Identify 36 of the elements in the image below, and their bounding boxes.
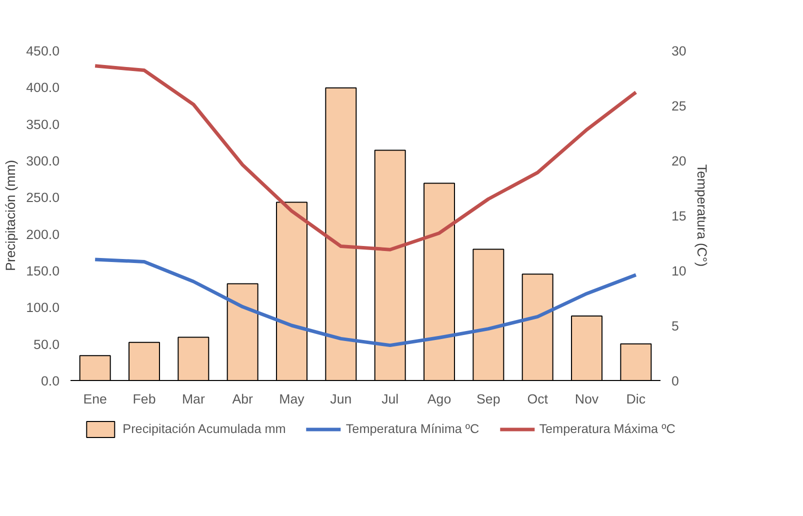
x-tick-label: Nov — [574, 392, 599, 406]
x-tick-label: Dic — [626, 392, 646, 406]
x-tick-label: Oct — [527, 392, 548, 406]
y-tick-label: 350.0 — [26, 116, 60, 132]
y2-tick-label: 5 — [672, 318, 679, 334]
x-tick-label: May — [279, 392, 305, 406]
y-tick-label: 150.0 — [26, 264, 60, 278]
y-tick-label: 450.0 — [26, 44, 60, 58]
y-tick-label: 100.0 — [26, 300, 60, 316]
legend-label: Temperatura Mínima ºC — [346, 422, 480, 436]
legend-label: Precipitación Acumulada mm — [122, 422, 286, 436]
legend-label: Temperatura Máxima ºC — [539, 422, 676, 436]
y2-tick-label: 20 — [672, 154, 686, 168]
y-tick-label: 300.0 — [26, 154, 60, 168]
x-tick-label: Jun — [330, 392, 352, 406]
x-tick-label: Mar — [182, 392, 206, 406]
y-tick-label: 0.0 — [40, 374, 60, 388]
x-tick-label: Sep — [476, 392, 500, 406]
x-tick-label: Ago — [427, 392, 452, 406]
y-tick-label: 400.0 — [26, 80, 60, 96]
y2-tick-label: 0 — [672, 374, 679, 388]
x-tick-label: Ene — [83, 392, 107, 406]
y2-tick-label: 25 — [672, 98, 686, 114]
y-axis-title: Precipitación (mm) — [3, 160, 18, 272]
y2-axis-title: Temperatura (C°) — [694, 164, 710, 267]
y2-tick-label: 10 — [672, 264, 686, 278]
y-tick-label: 50.0 — [34, 336, 60, 352]
line-series — [93, 64, 638, 252]
line-series — [93, 258, 638, 348]
y-tick-label: 200.0 — [26, 226, 60, 242]
x-tick-label: Abr — [232, 392, 254, 406]
x-tick-label: Feb — [132, 392, 156, 406]
x-tick-label: Jul — [382, 392, 399, 406]
y2-tick-label: 15 — [672, 208, 686, 224]
y-tick-label: 250.0 — [26, 190, 60, 206]
y2-tick-label: 30 — [672, 44, 686, 58]
